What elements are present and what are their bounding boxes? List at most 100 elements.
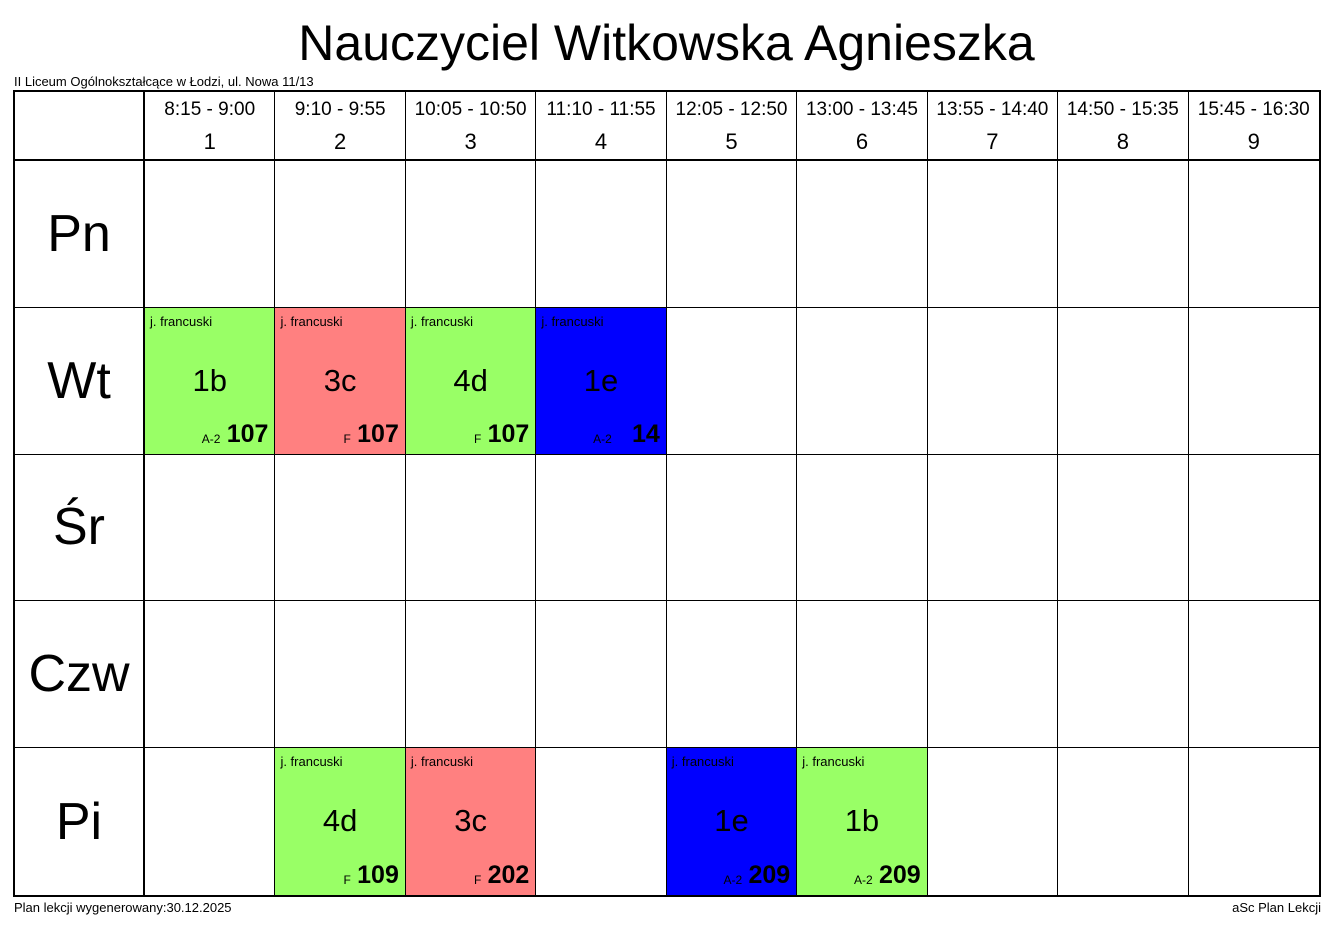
timetable-cell <box>405 454 537 602</box>
period-time: 13:00 - 13:45 <box>805 99 918 120</box>
timetable-cell <box>1058 161 1189 308</box>
lesson-card[interactable]: j. francuski 4d F 109 <box>275 748 406 895</box>
lesson-card[interactable]: j. francuski 1b A-2 209 <box>797 748 928 895</box>
lesson-subject: j. francuski <box>410 754 474 770</box>
lesson-room: 202 <box>487 861 530 889</box>
lesson-class: 4d <box>453 362 488 398</box>
lesson-content: j. francuski 4d F 109 <box>275 748 404 895</box>
lesson-group: A-2 <box>853 873 873 887</box>
day-label: Pi <box>15 748 145 895</box>
lesson-card[interactable]: j. francuski 3c F 107 <box>275 307 406 455</box>
period-number: 2 <box>334 129 347 154</box>
timetable-cell <box>145 454 276 602</box>
period-time: 13:55 - 14:40 <box>936 99 1049 120</box>
period-header: 12:05 - 12:50 5 <box>666 92 798 161</box>
lesson-card[interactable]: j. francuski 3c F 202 <box>405 748 537 895</box>
day-label: Śr <box>15 454 145 602</box>
timetable-cell <box>1188 601 1319 749</box>
lesson-content: j. francuski 1b A-2 209 <box>797 748 926 895</box>
lesson-room: 209 <box>748 861 791 889</box>
lesson-content: j. francuski 1e A-2 14 <box>536 308 665 454</box>
period-time: 10:05 - 10:50 <box>414 99 527 120</box>
lesson-subject: j. francuski <box>541 313 604 329</box>
timetable-cell <box>536 601 667 749</box>
timetable-cell <box>275 161 406 308</box>
period-time: 9:10 - 9:55 <box>294 99 386 120</box>
timetable-cell <box>275 454 406 602</box>
period-number: 5 <box>725 129 738 154</box>
lesson-card[interactable]: j. francuski 1e A-2 209 <box>666 748 798 895</box>
timetable-cell <box>145 748 276 895</box>
lesson-subject: j. francuski <box>280 754 343 770</box>
period-time: 14:50 - 15:35 <box>1066 99 1179 120</box>
lesson-class: 1b <box>192 362 227 398</box>
lesson-card[interactable]: j. francuski 1e A-2 14 <box>536 307 667 455</box>
period-number: 7 <box>986 129 999 154</box>
lesson-class: 1e <box>583 362 619 398</box>
timetable-cell <box>1058 307 1189 455</box>
period-header: 13:55 - 14:40 7 <box>927 92 1059 161</box>
timetable-cell <box>927 307 1059 455</box>
lesson-group: F <box>473 431 482 446</box>
timetable-cell <box>927 161 1059 308</box>
school-name: II Liceum Ogólnokształcące w Łodzi, ul. … <box>14 74 314 89</box>
lesson-content: j. francuski 3c F 202 <box>406 748 535 895</box>
timetable-cell <box>1058 601 1189 749</box>
lesson-class: 1b <box>844 803 880 839</box>
timetable-cell <box>275 601 406 749</box>
timetable-cell <box>797 161 928 308</box>
page-title: Nauczyciel Witkowska Agnieszka <box>298 15 1035 71</box>
day-label: Pn <box>15 161 145 308</box>
lesson-room: 107 <box>226 419 269 448</box>
timetable-grid: 8:15 - 9:00 1 9:10 - 9:55 2 10:05 - 10:50 3 11… <box>13 90 1321 897</box>
lesson-card[interactable]: j. francuski 1b A-2 107 <box>145 307 276 455</box>
timetable-cell <box>666 454 798 602</box>
lesson-room: 14 <box>631 419 660 448</box>
lesson-content: j. francuski 1e A-2 209 <box>667 748 796 895</box>
timetable-cell <box>405 161 537 308</box>
period-header: 8:15 - 9:00 1 <box>145 92 276 161</box>
timetable-cell <box>145 161 276 308</box>
generated-date: Plan lekcji wygenerowany:30.12.2025 <box>14 900 232 915</box>
timetable-cell <box>145 601 276 749</box>
period-number: 8 <box>1116 129 1129 154</box>
lesson-subject: j. francuski <box>410 313 474 329</box>
lesson-subject: j. francuski <box>150 313 213 329</box>
timetable-cell <box>928 748 1059 895</box>
timetable-cell <box>797 307 928 455</box>
timetable-cell <box>797 601 928 749</box>
lesson-card[interactable]: j. francuski 4d F 107 <box>405 307 537 455</box>
period-header: 10:05 - 10:50 3 <box>405 92 537 161</box>
lesson-group: A-2 <box>593 431 612 446</box>
lesson-subject: j. francuski <box>802 754 865 770</box>
period-number: 3 <box>464 129 477 154</box>
timetable-cell <box>536 748 667 895</box>
lesson-room: 109 <box>357 861 399 889</box>
lesson-subject: j. francuski <box>280 313 343 329</box>
timetable-cell <box>1058 748 1189 895</box>
timetable-cell <box>1188 308 1319 455</box>
period-header: 14:50 - 15:35 8 <box>1058 92 1189 161</box>
lesson-room: 107 <box>357 419 399 448</box>
timetable-cell <box>797 454 928 602</box>
lesson-room: 209 <box>878 861 921 889</box>
timetable-cell <box>666 307 798 455</box>
lesson-group: A-2 <box>201 431 221 446</box>
timetable-cell <box>666 161 798 308</box>
lesson-room: 107 <box>487 419 530 448</box>
period-number: 1 <box>203 129 216 154</box>
period-number: 4 <box>594 129 608 154</box>
lesson-group: F <box>343 873 351 887</box>
period-header: 13:00 - 13:45 6 <box>797 92 928 161</box>
lesson-content: j. francuski 1b A-2 107 <box>145 308 274 454</box>
lesson-subject: j. francuski <box>671 754 734 770</box>
period-time: 11:10 - 11:55 <box>546 99 656 120</box>
lesson-class: 4d <box>322 803 358 839</box>
timetable-cell <box>1188 455 1319 602</box>
timetable-cell <box>666 601 798 749</box>
lesson-content: j. francuski 4d F 107 <box>406 308 535 454</box>
lesson-group: F <box>343 431 351 446</box>
period-header: 11:10 - 11:55 4 <box>536 92 667 161</box>
lesson-content: j. francuski 3c F 107 <box>275 308 404 454</box>
lesson-class: 3c <box>454 803 487 839</box>
